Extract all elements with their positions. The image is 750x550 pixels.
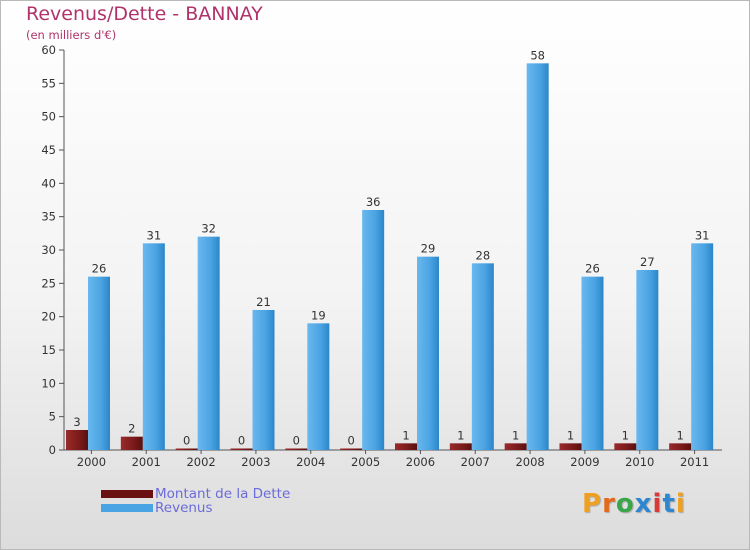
x-tick-label: 2010 xyxy=(625,455,654,469)
bar-debt xyxy=(559,443,582,450)
y-tick-label: 40 xyxy=(41,176,56,190)
bar-label-debt: 1 xyxy=(677,428,684,442)
x-tick-label: 2002 xyxy=(186,455,215,469)
x-tick-label: 2000 xyxy=(77,455,106,469)
logo-letter: i xyxy=(652,489,663,519)
y-tick-label: 30 xyxy=(41,243,56,257)
y-tick-label: 25 xyxy=(41,276,56,290)
bar-revenue xyxy=(417,256,439,450)
bar-label-debt: 0 xyxy=(183,434,190,448)
bar-label-revenue: 31 xyxy=(695,228,710,242)
bar-revenue xyxy=(197,236,220,450)
logo-letter: P xyxy=(582,489,603,519)
bar-label-debt: 1 xyxy=(622,428,629,442)
bar-debt xyxy=(175,448,198,450)
chart-subtitle: (en milliers d'€) xyxy=(26,28,117,42)
bar-revenue xyxy=(252,310,275,450)
bar-label-debt: 1 xyxy=(567,428,574,442)
x-tick-label: 2011 xyxy=(680,455,709,469)
y-tick-label: 55 xyxy=(41,76,56,90)
x-tick-label: 2005 xyxy=(351,455,380,469)
bar-label-revenue: 32 xyxy=(201,222,216,236)
y-tick-label: 15 xyxy=(41,343,56,357)
bar-label-debt: 2 xyxy=(128,422,135,436)
bar-label-debt: 1 xyxy=(402,428,409,442)
proxiti-logo: Proxiti xyxy=(582,489,686,519)
logo-letter: o xyxy=(615,489,635,519)
bar-label-revenue: 31 xyxy=(147,228,162,242)
logo-letter: x xyxy=(634,489,653,519)
legend-item-debt: Montant de la Dette xyxy=(101,486,290,502)
bar-label-revenue: 29 xyxy=(421,242,436,256)
bar-revenue xyxy=(471,263,494,450)
bar-debt xyxy=(504,443,527,450)
bar-label-debt: 0 xyxy=(348,434,355,448)
bar-label-revenue: 58 xyxy=(530,48,545,62)
legend-item-revenue: Revenus xyxy=(101,500,213,516)
y-tick-label: 60 xyxy=(41,43,56,57)
bar-revenue xyxy=(691,243,714,450)
y-tick-label: 20 xyxy=(41,310,56,324)
bar-debt xyxy=(614,443,637,450)
bar-debt xyxy=(395,443,417,450)
bar-revenue xyxy=(526,63,549,450)
bar-label-revenue: 27 xyxy=(640,255,655,269)
legend-swatch-revenue xyxy=(101,504,153,512)
bar-label-revenue: 28 xyxy=(476,248,491,262)
chart-title: Revenus/Dette - BANNAY xyxy=(26,3,263,25)
bar-label-debt: 1 xyxy=(512,428,519,442)
bar-label-debt: 0 xyxy=(293,434,300,448)
bar-label-revenue: 36 xyxy=(366,195,381,209)
y-tick-label: 45 xyxy=(41,143,56,157)
bar-label-revenue: 19 xyxy=(311,308,326,322)
bar-revenue xyxy=(88,276,110,450)
bar-debt xyxy=(285,448,308,450)
bar-label-revenue: 21 xyxy=(256,295,271,309)
bar-revenue xyxy=(581,276,604,450)
y-tick-label: 50 xyxy=(41,110,56,124)
x-tick-label: 2007 xyxy=(461,455,490,469)
bar-label-revenue: 26 xyxy=(92,262,107,276)
bar-revenue xyxy=(362,210,385,450)
x-tick-label: 2003 xyxy=(241,455,270,469)
y-tick-label: 5 xyxy=(49,410,56,424)
y-tick-label: 10 xyxy=(41,376,56,390)
bar-revenue xyxy=(636,270,659,450)
bar-label-debt: 0 xyxy=(238,434,245,448)
bar-label-revenue: 26 xyxy=(585,262,600,276)
x-tick-label: 2006 xyxy=(406,455,435,469)
legend-label-revenue: Revenus xyxy=(155,500,213,516)
bar-debt xyxy=(449,443,472,450)
bar-debt xyxy=(230,448,253,450)
bar-label-debt: 3 xyxy=(73,415,80,429)
bar-revenue xyxy=(142,243,165,450)
bar-debt xyxy=(66,430,88,450)
bar-debt xyxy=(120,436,143,450)
x-tick-label: 2001 xyxy=(132,455,161,469)
y-tick-label: 0 xyxy=(49,443,56,457)
bar-debt xyxy=(340,448,363,450)
y-tick-label: 35 xyxy=(41,210,56,224)
legend-swatch-debt xyxy=(101,490,153,498)
logo-letter: i xyxy=(675,489,686,519)
x-tick-label: 2004 xyxy=(296,455,325,469)
x-tick-label: 2008 xyxy=(515,455,544,469)
logo-letter: t xyxy=(662,489,676,519)
bar-revenue xyxy=(307,323,330,450)
logo-letter: r xyxy=(602,489,616,519)
x-tick-label: 2009 xyxy=(570,455,599,469)
bar-label-debt: 1 xyxy=(457,428,464,442)
bar-debt xyxy=(669,443,692,450)
legend-label-debt: Montant de la Dette xyxy=(155,486,291,502)
